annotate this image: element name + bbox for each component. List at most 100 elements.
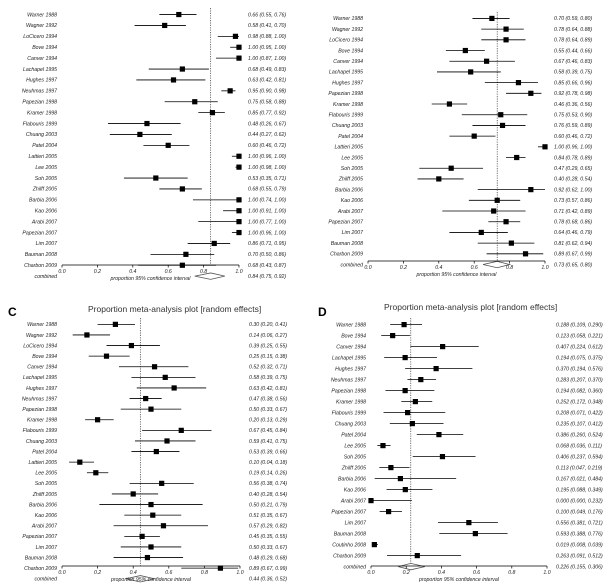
study-label: Soh 2005 <box>344 454 366 460</box>
study-label: Canver 1994 <box>27 365 57 371</box>
study-ci-value: 0.068 (0.036, 0.111) <box>556 443 602 449</box>
combined-ci-value: 0.73 (0.65, 0.80) <box>554 262 592 268</box>
forest-panel-1: Warner 1988 0.66 (0.55, 0.76) Wagner 1992 0… <box>22 8 286 282</box>
study-label: Lachapel 1995 <box>332 355 366 361</box>
x-tick-label: 0.0 <box>58 570 65 576</box>
study-label: LoCicero 1994 <box>23 34 57 40</box>
combined-diamond <box>125 575 155 583</box>
study-ci-value: 0.86 (0.71, 0.95) <box>248 241 286 247</box>
point-estimate-marker <box>236 55 242 61</box>
x-tick-label: 1.0 <box>235 269 242 275</box>
x-tick-label: 0.6 <box>471 265 478 271</box>
study-label: Charbon 2009 <box>24 566 57 572</box>
study-label: Warner 1988 <box>27 322 57 328</box>
study-ci-value: 0.60 (0.46, 0.72) <box>248 143 286 149</box>
panel-title: Proportion meta-analysis plot [random ef… <box>384 302 557 312</box>
study-ci-value: 0.63 (0.42, 0.81) <box>248 78 286 84</box>
study-label: Bauman 2008 <box>331 241 363 247</box>
study-ci-value: 0.50 (0.21, 0.79) <box>249 502 287 508</box>
study-ci-value: 0.98 (0.88, 1.00) <box>248 34 286 40</box>
study-ci-value: 1.00 (0.91, 1.00) <box>248 209 286 215</box>
point-estimate-marker <box>103 353 110 359</box>
x-tick-label: 0.2 <box>403 570 410 576</box>
study-ci-value: 0.19 (0.14, 0.26) <box>249 471 287 477</box>
study-label: Wagner 1992 <box>332 27 363 33</box>
point-estimate-marker <box>144 120 150 127</box>
study-label: Barbia 2006 <box>335 187 363 193</box>
combined-ci-value: 0.226 (0.155, 0.306) <box>556 564 603 570</box>
study-label: Kramer 1998 <box>27 418 57 424</box>
study-ci-value: 0.263 (0.091, 0.512) <box>556 553 603 559</box>
study-label: Lim 2007 <box>36 545 58 551</box>
study-ci-value: 0.51 (0.35, 0.67) <box>249 513 287 519</box>
study-label: Barbia 2006 <box>338 476 366 482</box>
study-ci-value: 1.00 (0.74, 1.00) <box>248 198 286 204</box>
point-estimate-marker <box>368 498 374 504</box>
point-estimate-marker <box>542 144 548 150</box>
x-tick-label: 0.2 <box>94 269 101 275</box>
point-estimate-marker <box>522 251 529 257</box>
x-tick-label: 0.0 <box>58 269 65 275</box>
study-label: Hughes 1997 <box>332 80 364 86</box>
study-label: Lee 2005 <box>35 471 57 477</box>
point-estimate-marker <box>489 15 495 22</box>
study-label: Arabi 2007 <box>337 209 364 215</box>
point-estimate-marker <box>499 122 506 129</box>
study-label: Papezian 1998 <box>331 388 366 394</box>
study-ci-value: 0.40 (0.28, 0.54) <box>554 177 592 183</box>
point-estimate-marker <box>148 406 154 412</box>
study-label: Warner 1988 <box>336 322 366 328</box>
point-estimate-marker <box>397 476 403 482</box>
x-tick-label: 0.0 <box>364 265 371 271</box>
x-axis-label: proportion 95% confidence interval <box>418 577 500 583</box>
point-estimate-marker <box>176 11 182 18</box>
point-estimate-marker <box>494 197 500 203</box>
x-tick-label: 1.0 <box>541 265 548 271</box>
combined-label: combined <box>35 577 59 583</box>
study-label: Kramer 1998 <box>336 399 366 405</box>
study-label: Lattieri 2005 <box>28 460 57 466</box>
study-ci-value: 0.67 (0.46, 0.83) <box>554 59 592 65</box>
x-tick-label: 0.6 <box>165 269 172 275</box>
point-estimate-marker <box>179 66 185 72</box>
forest-panel-4: D Proportion meta-analysis plot [random e… <box>318 302 603 583</box>
study-ci-value: 0.64 (0.46, 0.79) <box>554 230 592 236</box>
study-ci-value: 0.47 (0.38, 0.56) <box>249 396 287 402</box>
study-ci-value: 0.556 (0.381, 0.721) <box>556 520 603 526</box>
point-estimate-marker <box>514 154 520 161</box>
point-estimate-marker <box>448 165 454 171</box>
study-ci-value: 0.60 (0.46, 0.72) <box>554 134 592 140</box>
study-ci-value: 0.53 (0.35, 0.71) <box>248 176 286 182</box>
study-ci-value: 0.20 (0.13, 0.29) <box>249 418 287 424</box>
study-label: Wagner 1992 <box>26 23 57 29</box>
study-ci-value: 0.70 (0.50, 0.86) <box>248 252 286 258</box>
study-label: Warner 1988 <box>27 12 57 18</box>
combined-diamond <box>398 562 425 571</box>
study-label: Papezian 2007 <box>22 534 58 540</box>
study-ci-value: 1.00 (0.98, 1.00) <box>248 165 286 171</box>
study-ci-value: 0.76 (0.59, 0.89) <box>554 123 592 129</box>
point-estimate-marker <box>93 470 99 476</box>
x-tick-label: 0.2 <box>400 265 407 271</box>
x-tick-label: 0.0 <box>367 570 374 576</box>
panel-title: Proportion meta-analysis plot [random ef… <box>88 304 261 314</box>
point-estimate-marker <box>130 491 136 497</box>
study-ci-value: 0.67 (0.45, 0.84) <box>249 428 287 434</box>
study-label: Patel 2004 <box>32 449 57 455</box>
study-label: Hughes 1997 <box>26 78 58 84</box>
study-ci-value: 0.68 (0.55, 0.79) <box>248 187 286 193</box>
study-label: Patel 2004 <box>338 134 363 140</box>
study-ci-value: 1.00 (0.95, 1.00) <box>248 45 286 51</box>
study-label: Soh 2005 <box>35 481 57 487</box>
point-estimate-marker <box>471 133 477 139</box>
combined-ci-value: 0.84 (0.75, 0.92) <box>248 274 286 280</box>
study-label: Charbon 2009 <box>330 252 363 258</box>
study-ci-value: 0.10 (0.04, 0.18) <box>249 460 287 466</box>
study-ci-value: 0.84 (0.78, 0.89) <box>554 155 592 161</box>
study-ci-value: 0.386 (0.260, 0.524) <box>556 432 603 438</box>
point-estimate-marker <box>390 333 396 339</box>
study-ci-value: 0.123 (0.058, 0.221) <box>556 333 603 339</box>
study-label: Soh 2005 <box>341 166 363 172</box>
study-ci-value: 0.55 (0.44, 0.66) <box>554 48 592 54</box>
study-label: Kramer 1998 <box>333 102 363 108</box>
